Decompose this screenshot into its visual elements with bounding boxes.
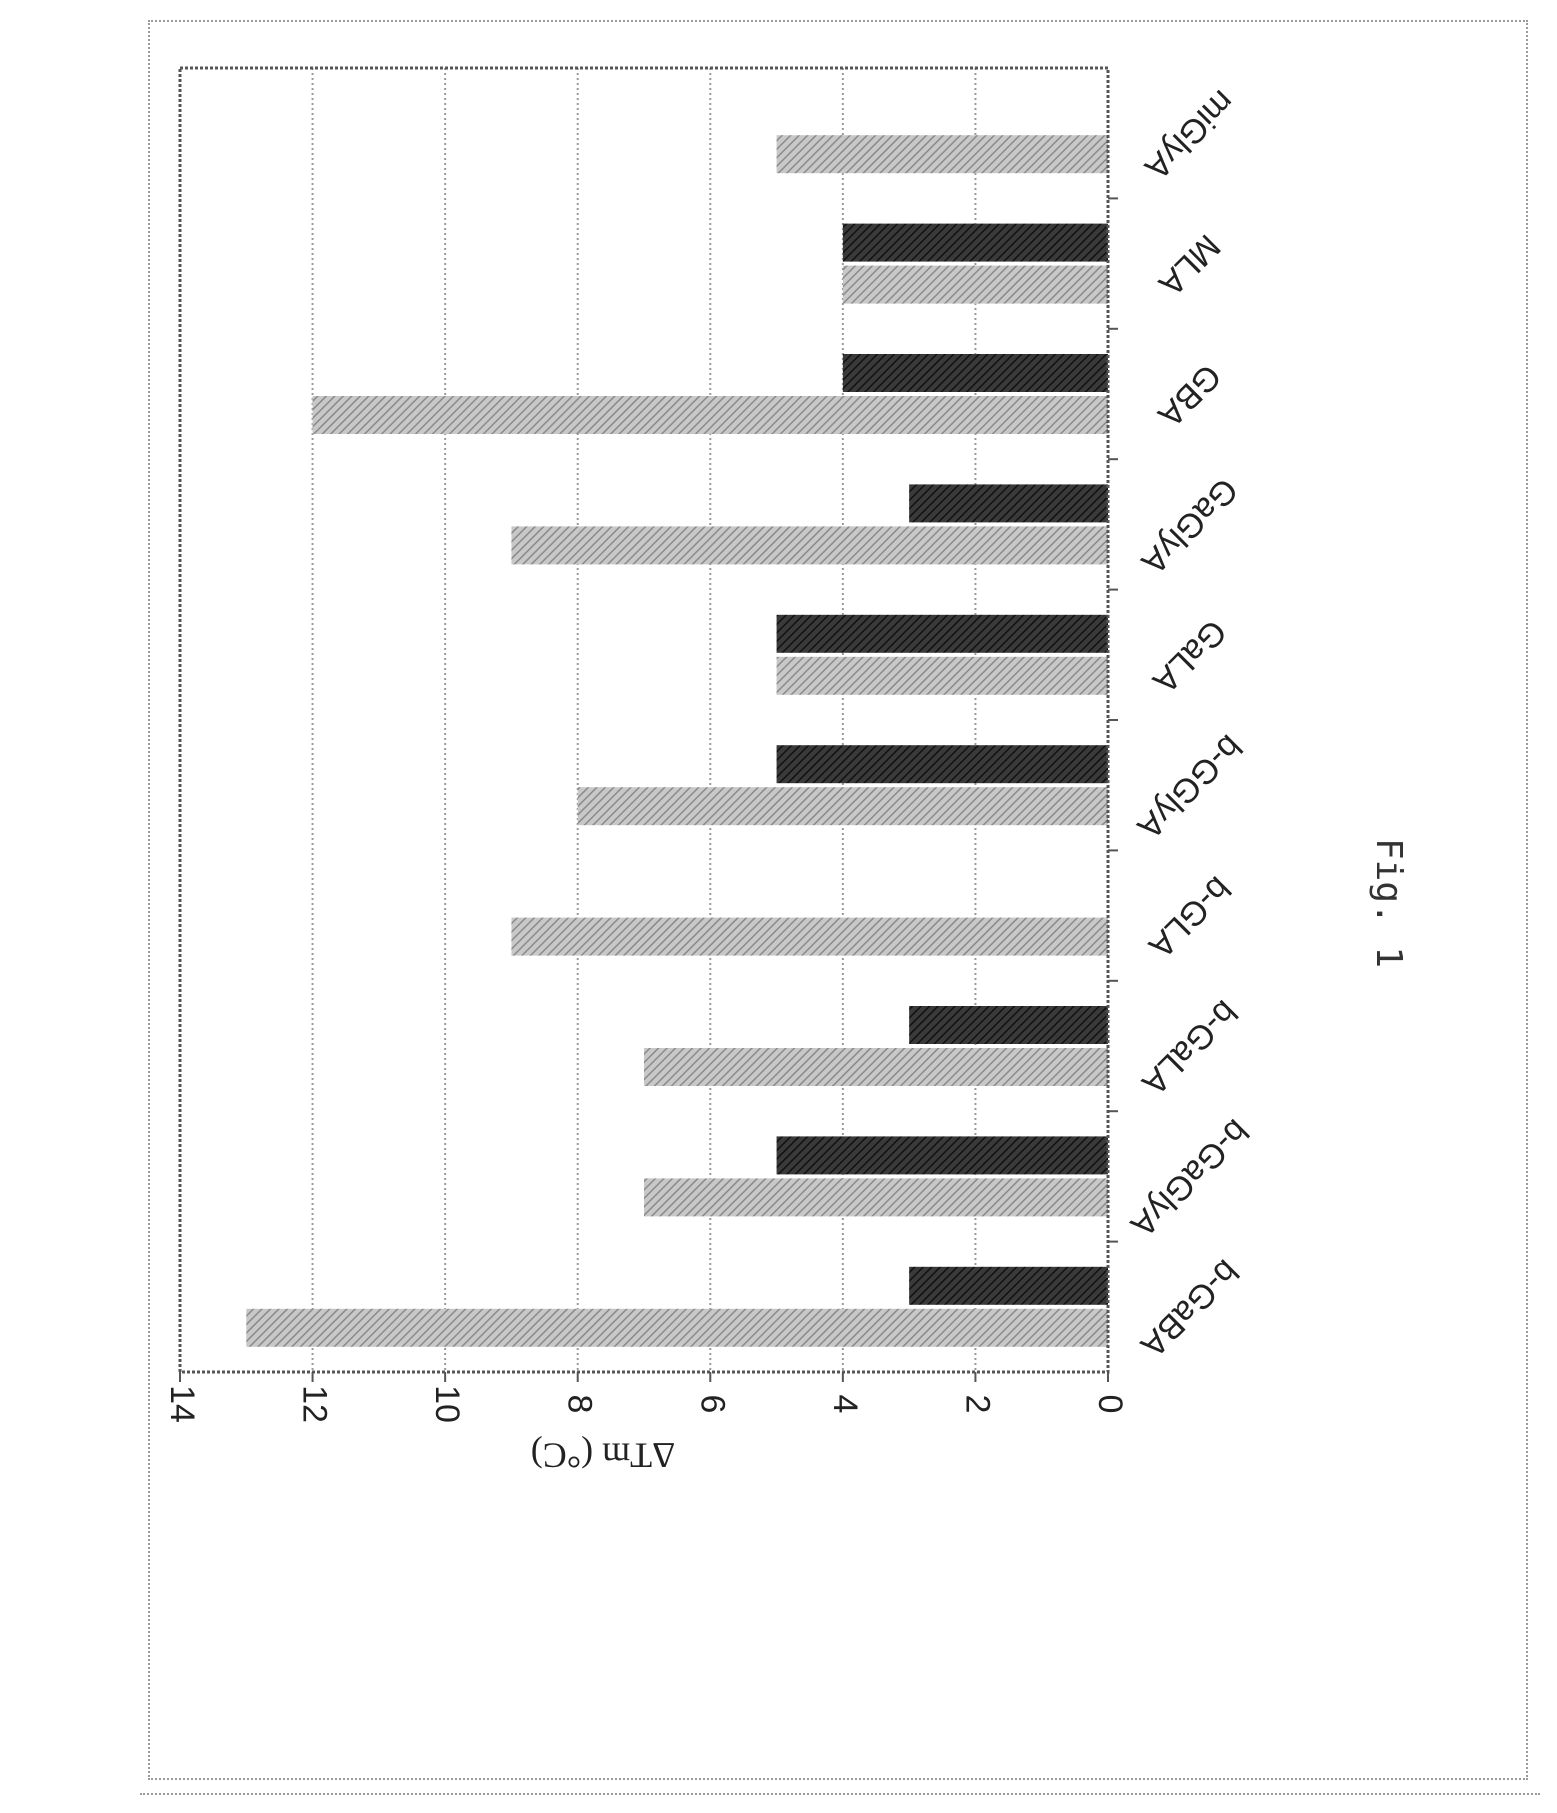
bar-series2-b-GGlyA: [577, 787, 1108, 826]
value-tick-label-2: 2: [958, 1395, 996, 1414]
bar-series2-GBA: [312, 396, 1109, 434]
bar-series1-b-GaGlyA: [776, 1136, 1108, 1175]
value-tick-label-4: 4: [826, 1395, 864, 1414]
axis-ticks: [179, 197, 1118, 1382]
category-label-GaLA: GaLA: [1145, 612, 1234, 701]
grid-lines: [311, 68, 977, 1372]
bar-series1-GBA: [842, 354, 1108, 392]
bar-series2-GaLA: [776, 656, 1108, 695]
value-tick-label-14: 14: [163, 1385, 201, 1423]
value-tick-label-6: 6: [693, 1395, 731, 1414]
bar-series1-MLA: [842, 223, 1108, 262]
value-tick-label-12: 12: [296, 1385, 334, 1423]
bar-series2-b-GaLA: [644, 1048, 1108, 1086]
value-tick-label-10: 10: [428, 1385, 466, 1423]
category-label-b-GaLA: b-GaLA: [1134, 993, 1244, 1103]
bar-series1-b-GaLA: [909, 1006, 1108, 1044]
bars: [246, 135, 1109, 1347]
category-label-b-GaBA: b-GaBA: [1133, 1252, 1246, 1365]
category-label-miGlyA: miGlyA: [1137, 82, 1242, 187]
category-label-GaGlyA: GaGlyA: [1134, 470, 1245, 581]
figure-frame: [148, 20, 1528, 1780]
bar-series2-b-GaBA: [246, 1308, 1109, 1347]
value-tick-label-0: 0: [1091, 1395, 1129, 1414]
category-label-MLA: MLA: [1151, 227, 1228, 304]
bar-series1-GaLA: [776, 614, 1108, 653]
bar-series2-MLA: [842, 265, 1108, 304]
bar-series2-GaGlyA: [511, 526, 1108, 565]
bar-series1-GaGlyA: [909, 484, 1108, 523]
plot-area-border: [178, 66, 1110, 1374]
bottom-rule: [140, 1793, 1540, 1795]
value-axis-title: ΔTm (°C): [531, 1436, 676, 1476]
category-label-b-GLA: b-GLA: [1141, 869, 1238, 966]
category-label-GBA: GBA: [1150, 357, 1228, 435]
category-label-b-GGlyA: b-GGlyA: [1130, 727, 1249, 846]
bar-series2-miGlyA: [776, 135, 1108, 174]
category-label-b-GaGlyA: b-GaGlyA: [1123, 1112, 1256, 1245]
bar-series1-b-GGlyA: [776, 745, 1108, 784]
value-tick-label-8: 8: [561, 1395, 599, 1414]
bar-series2-b-GaGlyA: [644, 1178, 1108, 1217]
bar-series1-b-GaBA: [909, 1266, 1108, 1305]
bar-series2-b-GLA: [511, 917, 1108, 956]
